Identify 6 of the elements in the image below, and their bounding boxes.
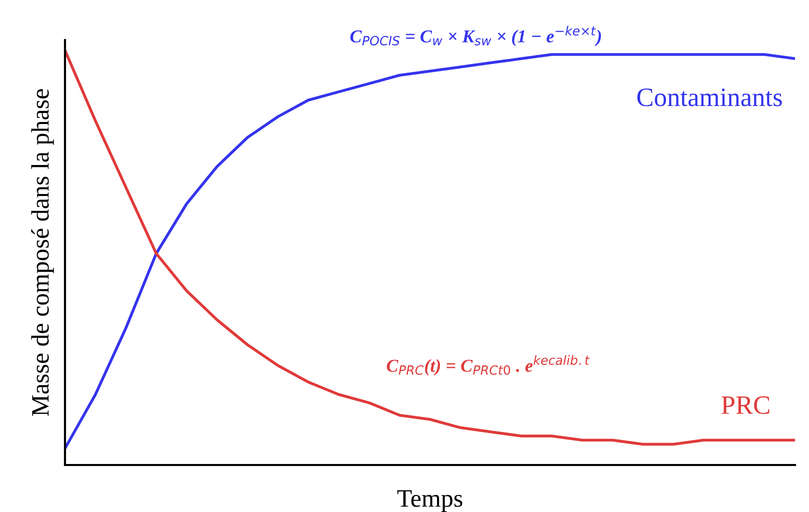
y-axis-title: Masse de composé dans la phase	[31, 89, 54, 416]
series-label: Contaminants	[637, 88, 782, 106]
annotation: C$_{PRC}$(t) = C$_{PRCt0}$ . e$^{kecalib.t}$	[386, 355, 590, 376]
x-axis-title: Temps	[397, 490, 462, 512]
series-label: PRC	[722, 396, 770, 414]
text: C$_{POCIS}$ = C$_{w}$ × K$_{sw}$ × (1 − e$^{−ke×t}$)	[350, 26, 601, 46]
